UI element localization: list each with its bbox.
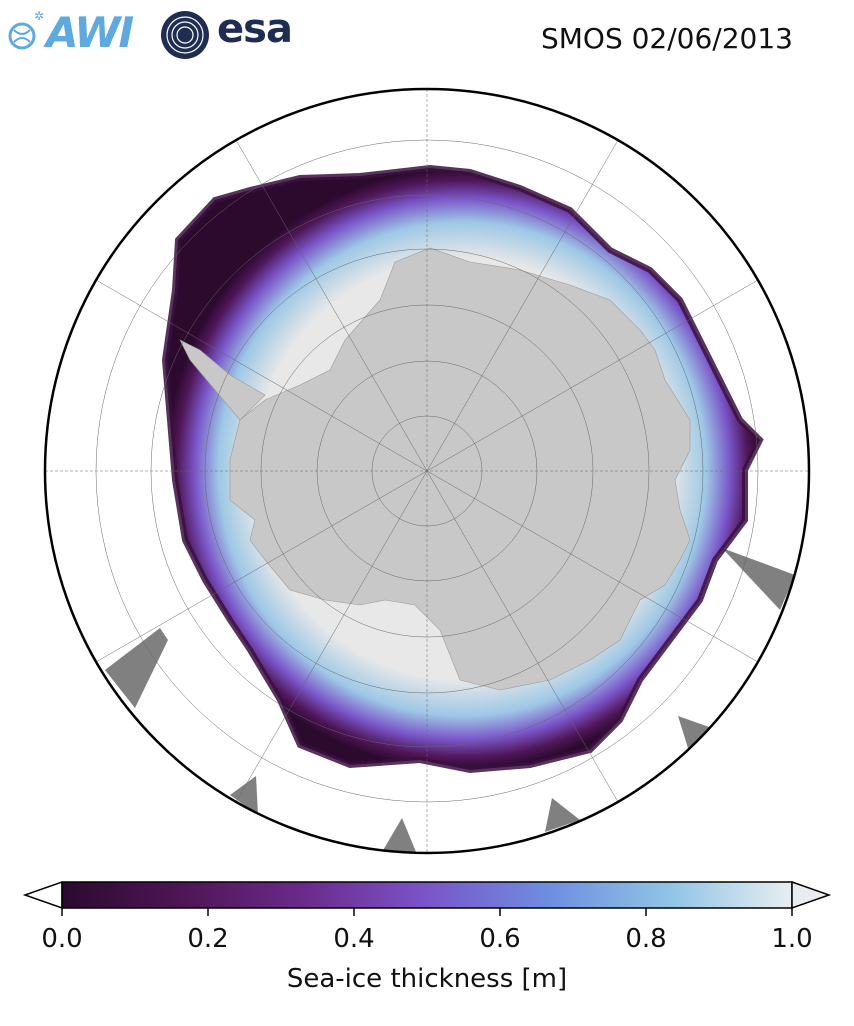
awi-globe-icon: ✲ <box>8 9 44 50</box>
land-islands-east <box>722 548 795 610</box>
colorbar-tick-label: 0.0 <box>41 924 83 954</box>
header: ✲ AWI esa SMOS 02/06/2013 <box>0 0 854 80</box>
esa-emblem-icon <box>161 11 209 59</box>
colorbar-extend-low <box>22 880 63 910</box>
thin-ice-rim <box>161 164 764 774</box>
esa-logo <box>160 10 216 64</box>
land-africa-tip <box>230 776 258 815</box>
colorbar-tick-label: 1.0 <box>771 924 813 954</box>
map-title: SMOS 02/06/2013 <box>540 22 793 55</box>
colorbar-tick-label: 0.6 <box>479 924 521 954</box>
colorbar-tick-label: 0.8 <box>625 924 667 954</box>
land-africa-2 <box>382 818 416 852</box>
colorbar-bar <box>61 881 793 909</box>
sea-ice-map <box>43 87 811 855</box>
colorbar-tick-marks <box>61 908 793 916</box>
colorbar-label: Sea-ice thickness [m] <box>286 964 568 994</box>
colorbar-extend-high <box>791 880 832 910</box>
esa-logo-text: esa <box>217 6 293 52</box>
land-new-zealand <box>678 716 712 748</box>
land-australia <box>545 798 580 832</box>
map-boundary <box>43 87 811 855</box>
antarctic-peninsula <box>179 339 266 421</box>
colorbar-tick-label: 0.2 <box>187 924 229 954</box>
colorbar <box>22 880 832 916</box>
colorbar-tick-label: 0.4 <box>333 924 375 954</box>
awi-logo-text: AWI <box>46 8 134 57</box>
svg-text:✲: ✲ <box>34 9 44 23</box>
land-south-america <box>105 628 168 708</box>
antarctica <box>229 247 691 691</box>
awi-logo: ✲ <box>6 8 46 60</box>
graticule <box>45 89 809 853</box>
